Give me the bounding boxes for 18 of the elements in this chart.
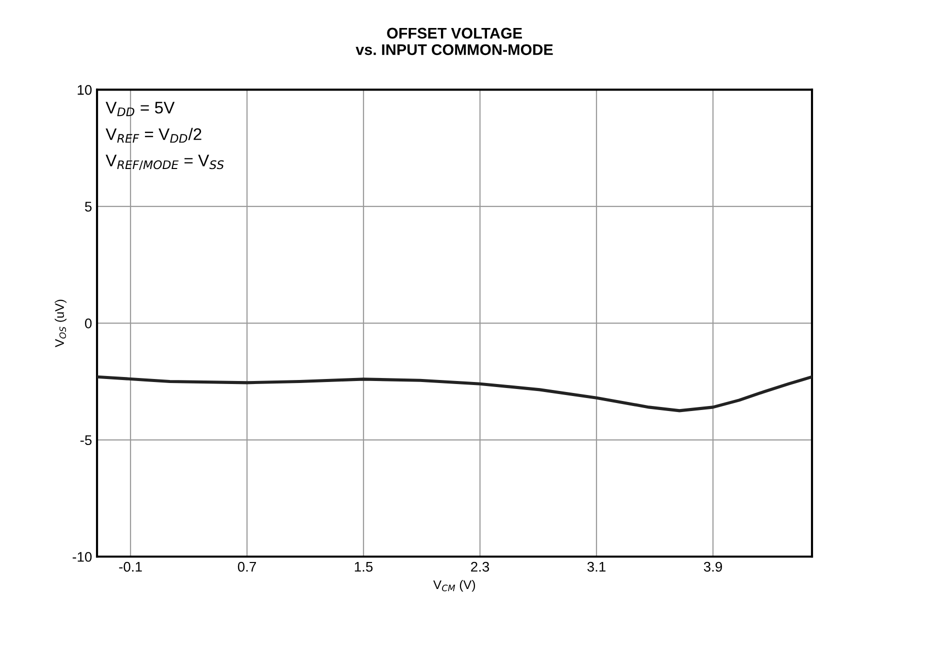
y-tick-label: -10 xyxy=(72,552,92,562)
chart-title: OFFSET VOLTAGE vs. INPUT COMMON-MODE xyxy=(356,28,553,56)
x-tick-label: 3.1 xyxy=(587,562,606,572)
y-tick-label: 10 xyxy=(78,84,92,95)
y-tick-label: 5 xyxy=(84,202,92,212)
annotation: V$_{REF}$ = V$_{DD}$/2 xyxy=(106,128,202,143)
x-tick-label: -0.1 xyxy=(119,562,142,572)
y-tick-label: 0 xyxy=(84,318,92,328)
y-tick-label: -5 xyxy=(80,435,92,446)
annotation: V$_{REF/MODE}$ = V$_{SS}$ xyxy=(106,154,224,170)
y-axis-title: V$_{OS}$ (uV) xyxy=(54,300,66,348)
x-axis-title: V$_{CM}$ (V) xyxy=(433,580,476,592)
x-tick-label: 0.7 xyxy=(238,562,256,572)
x-tick-label: 2.3 xyxy=(471,562,490,572)
x-tick-label: 1.5 xyxy=(354,562,373,572)
x-tick-label: 3.9 xyxy=(704,562,722,572)
line-series xyxy=(97,375,812,412)
annotation: V$_{DD}$ = 5V xyxy=(106,102,175,116)
